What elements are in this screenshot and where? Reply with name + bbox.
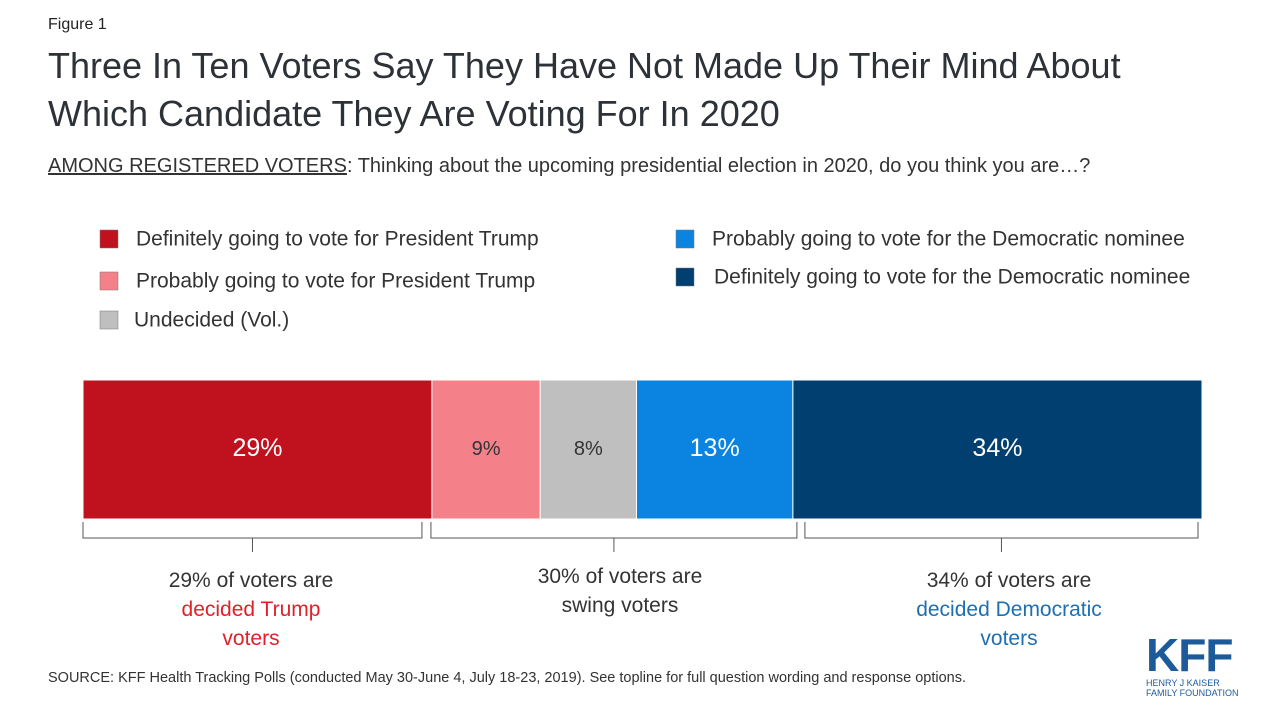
legend-swatch: [675, 229, 695, 249]
annotation-highlight: decided Democratic voters: [916, 598, 1102, 650]
bracket: [82, 522, 423, 552]
subtitle-text: : Thinking about the upcoming presidenti…: [346, 155, 1091, 177]
annotation-text: 30% of voters are swing voters: [537, 565, 703, 617]
data-label: 13%: [690, 434, 740, 462]
legend-label: Probably going to vote for President Tru…: [136, 270, 535, 293]
bracket: [804, 522, 1199, 552]
legend-label: Definitely going to vote for President T…: [136, 228, 539, 251]
data-label: 29%: [232, 434, 282, 462]
annotation-highlight: decided Trump voters: [181, 598, 321, 650]
bar-segment: [792, 379, 1203, 520]
subtitle: AMONG REGISTERED VOTERS: Thinking about …: [48, 152, 1198, 180]
data-label: 9%: [472, 438, 501, 460]
chart-title: Three In Ten Voters Say They Have Not Ma…: [48, 45, 1121, 134]
legend-swatch: [675, 267, 695, 287]
source-note: SOURCE: KFF Health Tracking Polls (condu…: [48, 670, 967, 686]
legend-swatch: [99, 271, 119, 291]
figure-label: Figure 1: [48, 16, 107, 33]
annotation-text: 29% of voters are: [168, 569, 334, 592]
legend-label: Definitely going to vote for the Democra…: [714, 266, 1190, 289]
logo-line: HENRY J KAISER: [1146, 678, 1220, 688]
bracket: [430, 522, 798, 552]
logo: KFF HENRY J KAISER FAMILY FOUNDATION: [1146, 632, 1239, 698]
annotation-text: 34% of voters are: [926, 569, 1092, 592]
subtitle-lead: AMONG REGISTERED VOTERS: [48, 155, 347, 177]
data-label: 34%: [972, 434, 1022, 462]
annotation: 34% of voters are decided Democratic vote…: [859, 566, 1159, 653]
legend-swatch: [99, 310, 119, 330]
annotation: 30% of voters are swing voters: [470, 562, 770, 620]
annotation: 29% of voters are decided Trump voters: [101, 566, 401, 653]
logo-name: KFF: [1146, 629, 1233, 681]
bar-segment: [431, 379, 541, 520]
legend-swatch: [99, 229, 119, 249]
data-label: 8%: [574, 438, 603, 460]
bar-segment: [635, 379, 794, 520]
bar-segment: [539, 379, 637, 520]
legend-label: Undecided (Vol.): [134, 309, 289, 332]
logo-line: FAMILY FOUNDATION: [1146, 688, 1239, 698]
legend-label: Probably going to vote for the Democrati…: [712, 228, 1185, 251]
